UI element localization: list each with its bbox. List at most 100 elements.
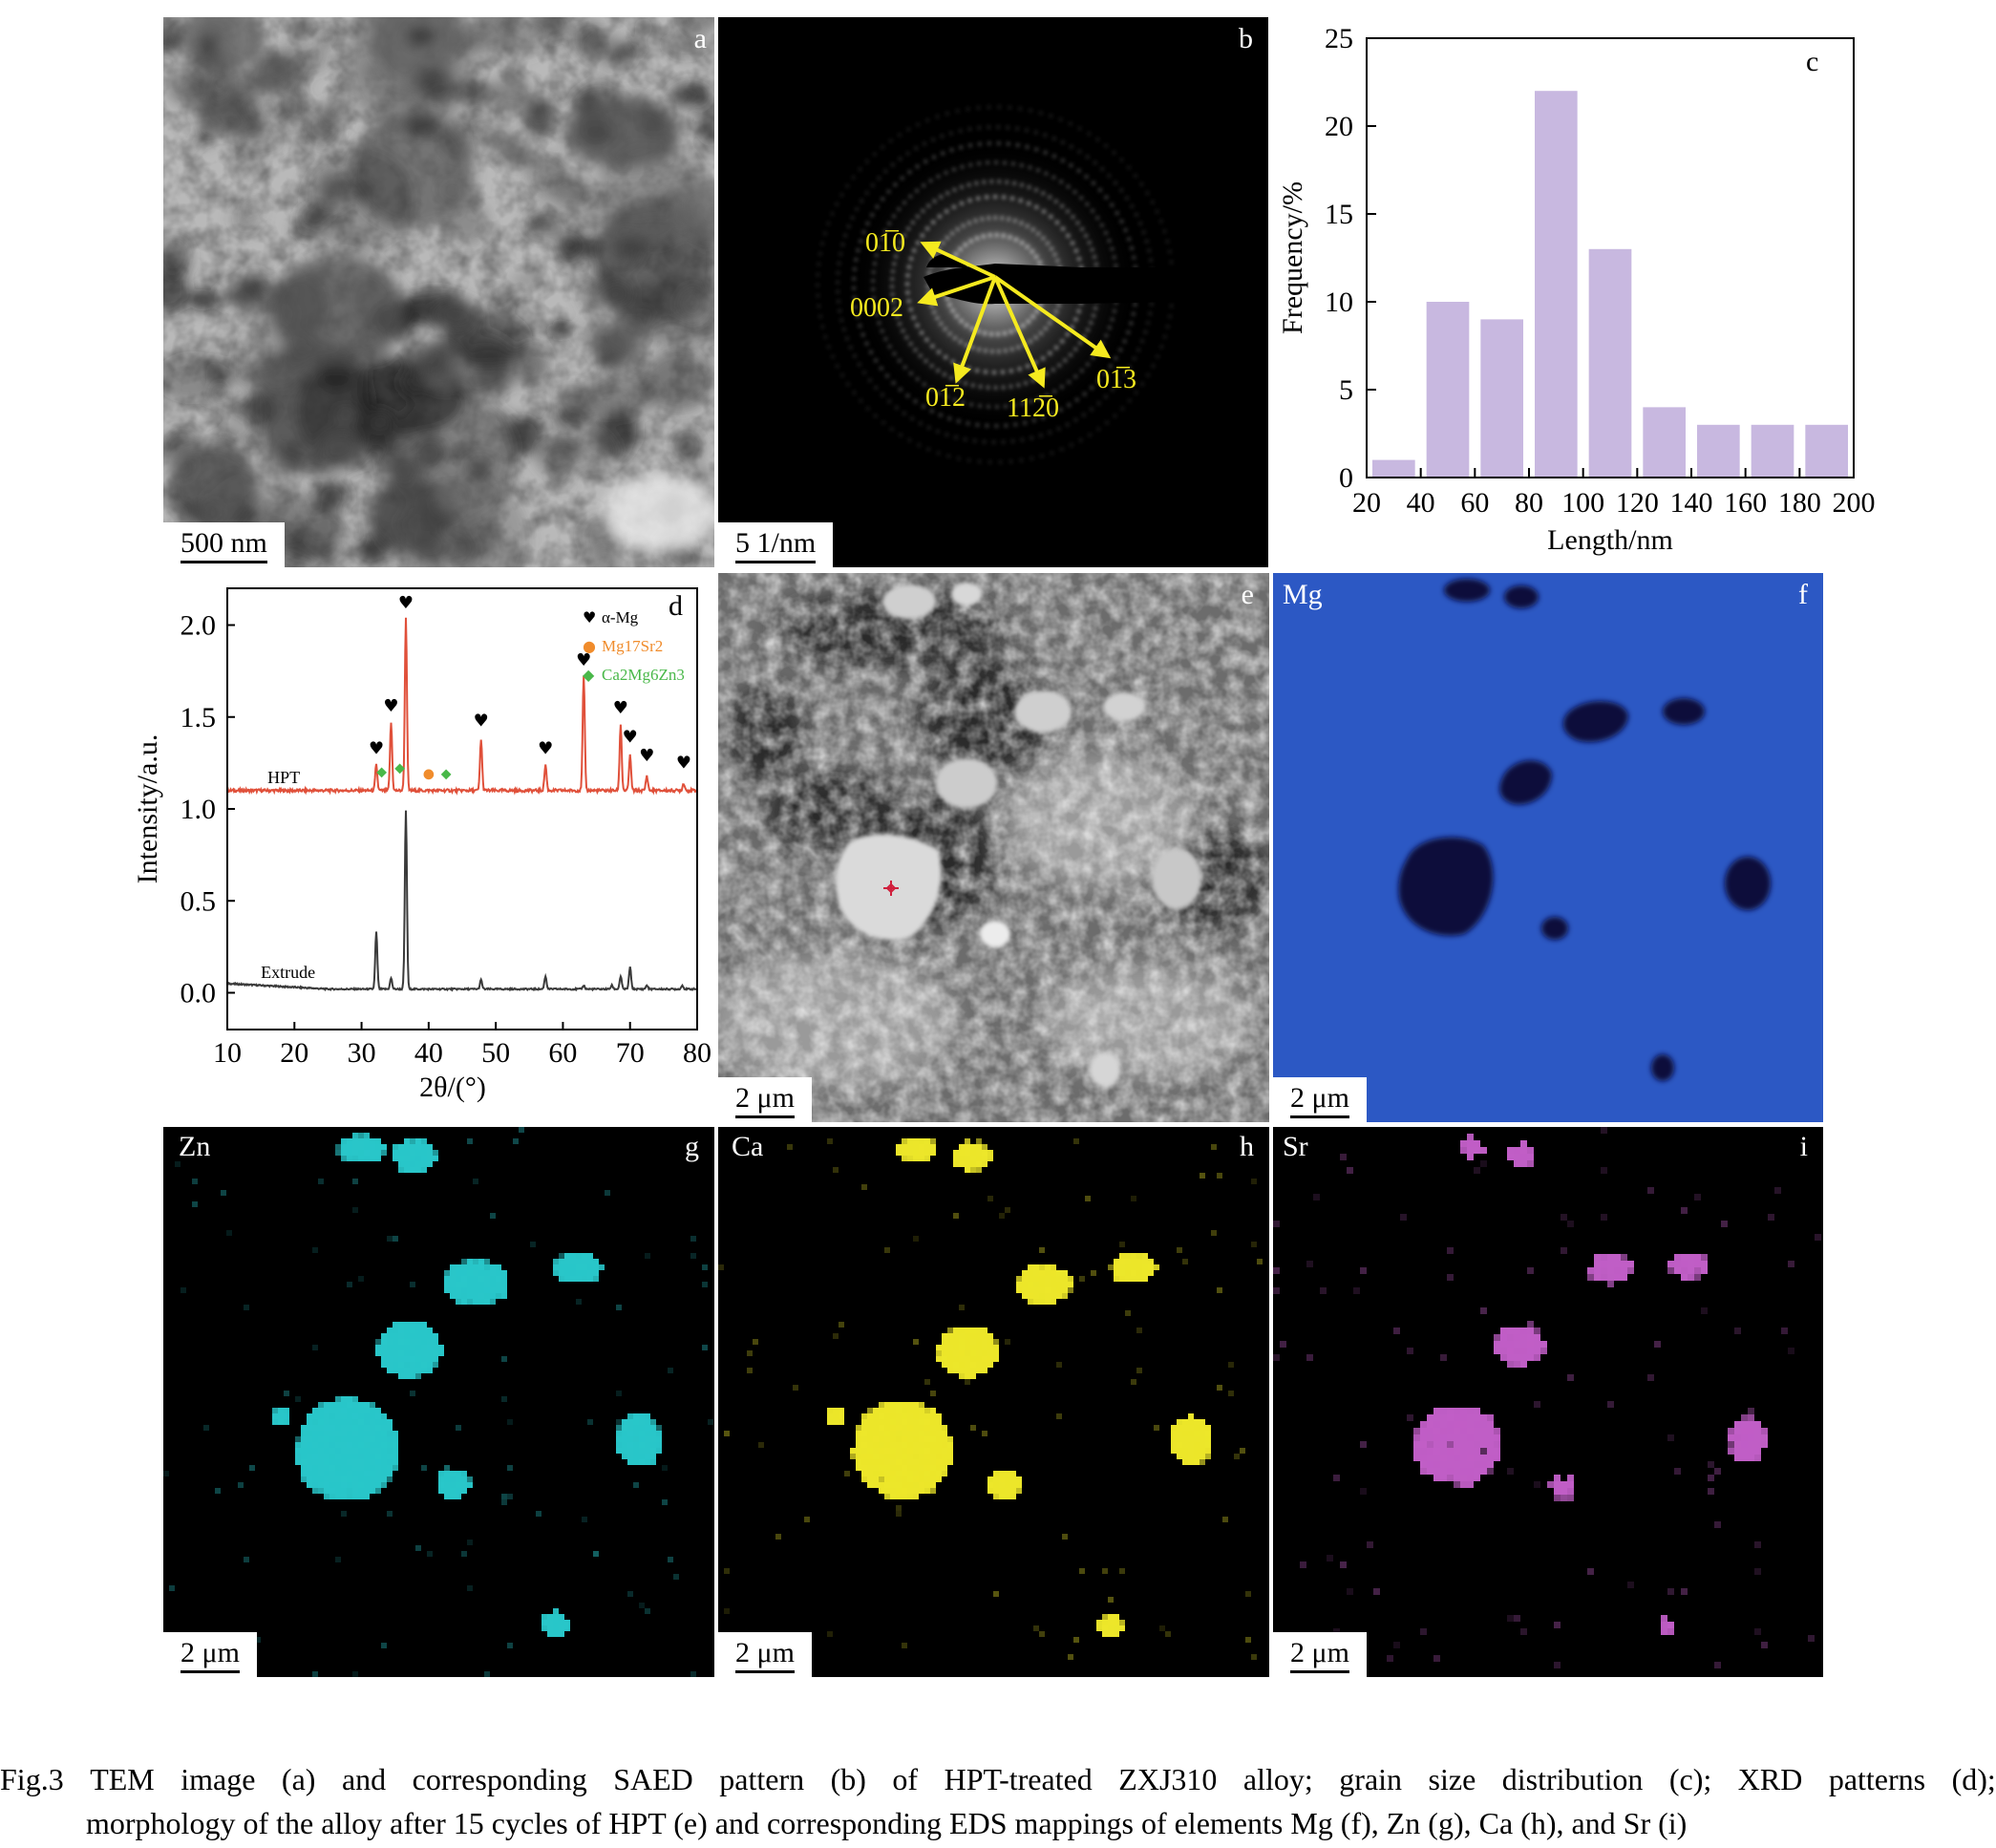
element-signal-dot [398,1144,404,1150]
element-signal-dot [421,1345,427,1350]
histogram-bar [1480,319,1523,478]
element-signal-dot [564,1259,570,1264]
element-signal-dot [324,1413,329,1419]
element-signal-dot [393,1465,398,1471]
element-signal-dot [341,1431,347,1436]
y-tick-label: 20 [1325,111,1353,142]
element-signal-dot [364,1476,370,1482]
element-signal-dot [478,1276,484,1282]
element-signal-dot [375,1156,381,1161]
plot-frame [1366,37,1855,478]
grain-contrast [436,486,461,515]
element-signal-dot [375,1339,381,1345]
grain-contrast [548,323,573,338]
element-signal-dot [352,1431,358,1436]
element-signal-dot [393,1362,398,1368]
element-signal-dot [398,1350,404,1356]
element-signal-dot [410,1328,415,1333]
element-signal-dot [335,1482,341,1488]
element-signal-dot [324,1408,329,1413]
element-signal-dot [341,1454,347,1459]
element-signal-dot [410,1138,415,1144]
element-signal-dot [307,1442,312,1448]
element-signal-dot [450,1276,456,1282]
element-signal-dot [329,1482,335,1488]
element-signal-dot [295,1448,301,1454]
element-signal-dot [456,1287,461,1293]
element-signal-dot [404,1373,410,1379]
element-signal-dot [410,1373,415,1379]
phase-marker: ♥ [538,738,553,758]
element-signal-dot [461,1259,467,1264]
grain-contrast [524,210,565,239]
x-tick-label: 60 [1460,487,1489,519]
element-signal-dot [484,1299,490,1305]
element-signal-dot [329,1465,335,1471]
element-signal-dot [393,1322,398,1328]
element-signal-dot [352,1408,358,1413]
grain-contrast [370,17,462,85]
element-signal-dot [352,1448,358,1454]
element-signal-dot [341,1465,347,1471]
element-signal-dot [387,1419,393,1425]
element-signal-dot [404,1322,410,1328]
element-signal-dot [450,1287,456,1293]
element-signal-dot [576,1270,582,1276]
element-signal-dot [433,1345,438,1350]
element-signal-dot [450,1282,456,1287]
grain-contrast [318,174,348,207]
y-axis-label: Frequency/% [1277,181,1308,334]
phase-marker: ♥ [613,698,628,718]
y-tick-label: 15 [1325,199,1353,230]
element-signal-dot [324,1431,329,1436]
element-signal-dot [335,1144,341,1150]
grain-contrast [326,30,338,42]
element-signal-dot [433,1333,438,1339]
element-signal-dot [410,1368,415,1373]
grain-contrast [636,104,670,138]
phase-marker: ♥ [398,593,414,613]
element-signal-dot [415,1362,421,1368]
element-signal-dot [318,1482,324,1488]
histogram-bar [1588,248,1632,478]
element-signal-dot [501,1293,507,1299]
grain-contrast [580,431,617,469]
element-signal-dot [318,1454,324,1459]
element-signal-dot [375,1476,381,1482]
element-signal-dot [433,1339,438,1345]
panel-letter-c: c [1806,46,1819,77]
element-signal-dot [307,1431,312,1436]
element-signal-dot [456,1264,461,1270]
element-signal-dot [484,1282,490,1287]
element-signal-dot [341,1476,347,1482]
element-signal-dot [415,1167,421,1173]
element-signal-dot [398,1345,404,1350]
grain-contrast [163,17,184,46]
scale-bar-line [735,561,817,563]
element-signal-dot [387,1448,393,1454]
y-tick-label: 0.0 [180,978,217,1009]
element-signal-dot [364,1150,370,1156]
grain-contrast [586,547,623,567]
element-signal-dot [404,1333,410,1339]
element-signal-dot [467,1299,473,1305]
grain-contrast [387,85,418,104]
element-signal-dot [370,1402,375,1408]
grain-contrast [195,130,214,143]
element-signal-dot [358,1454,364,1459]
grain-contrast [488,79,534,112]
legend-label: Ca2Mg6Zn3 [602,666,685,684]
element-signal-dot [415,1328,421,1333]
element-signal-dot [404,1156,410,1161]
element-signal-dot [381,1150,387,1156]
element-signal-dot [341,1402,347,1408]
grain-contrast [663,31,709,59]
element-signal-dot [329,1476,335,1482]
grain-contrast [311,540,334,561]
element-signal-dot [570,1253,576,1259]
element-signal-dot [295,1454,301,1459]
element-signal-dot [393,1431,398,1436]
element-signal-dot [307,1482,312,1488]
panel-e-sem-morphology: e 2 μm [718,573,1269,1122]
phase-marker: ◆ [441,766,452,781]
